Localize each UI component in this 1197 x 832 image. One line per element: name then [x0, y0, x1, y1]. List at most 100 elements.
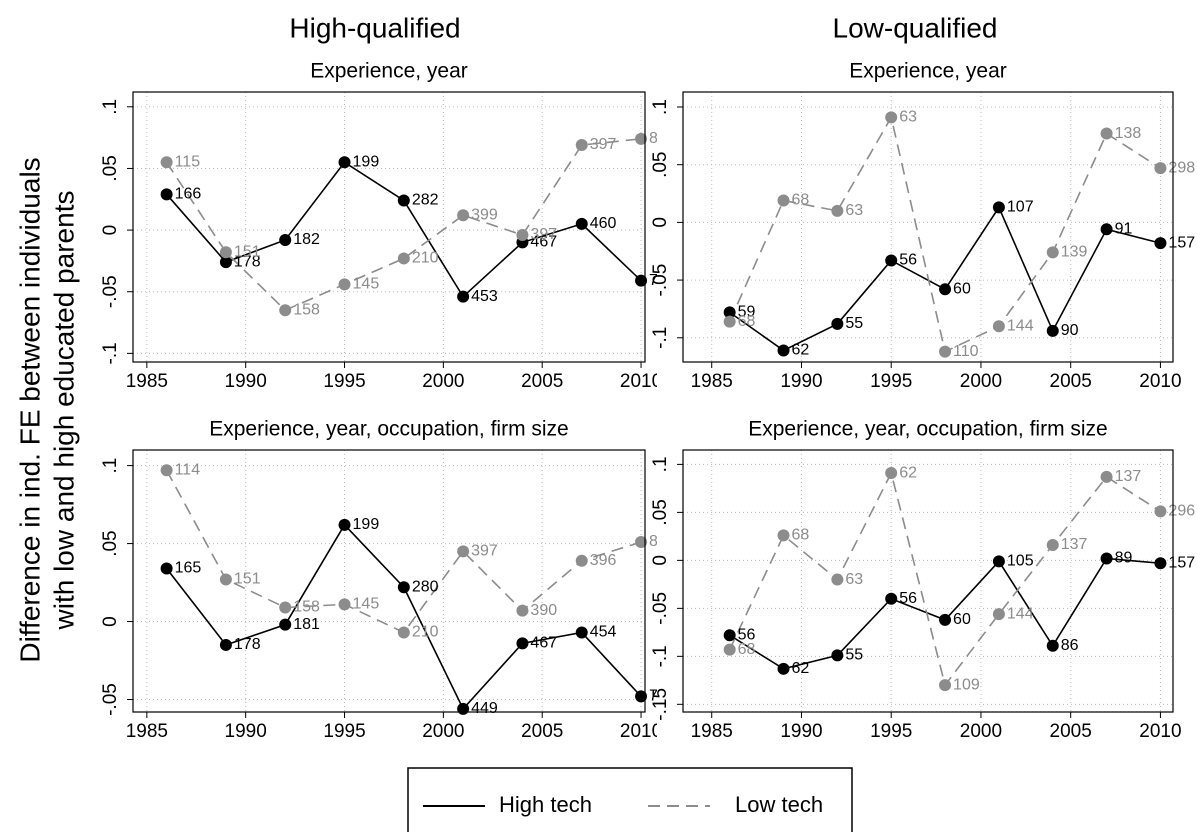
- data-point: [831, 573, 844, 586]
- x-tick-label: 2010: [620, 721, 662, 742]
- data-point: [338, 518, 351, 531]
- point-label: 396: [590, 552, 617, 569]
- panel: Experience, year, occupation, firm size 1…: [650, 418, 1195, 742]
- point-label: 60: [953, 281, 971, 298]
- y-tick-label: -.05: [650, 592, 671, 625]
- data-point: [777, 344, 790, 357]
- point-label: 68: [792, 192, 810, 209]
- point-label: 210: [412, 250, 439, 267]
- data-point: [635, 132, 648, 145]
- plot-frame: [682, 449, 1174, 713]
- data-point: [279, 304, 292, 317]
- y-tick-label: -.05: [100, 275, 121, 308]
- data-point: [939, 345, 952, 358]
- point-label: 7: [649, 688, 658, 705]
- data-point: [1100, 127, 1113, 140]
- point-label: 115: [175, 153, 201, 170]
- x-tick-label: 2000: [422, 371, 464, 392]
- data-point: [831, 649, 844, 662]
- point-label: 178: [234, 636, 261, 653]
- x-tick-label: 2010: [620, 371, 662, 392]
- data-point: [885, 467, 898, 480]
- data-point: [1100, 223, 1113, 236]
- panel-title: Experience, year, occupation, firm size: [748, 418, 1108, 441]
- data-point: [885, 254, 898, 267]
- data-point: [575, 217, 588, 230]
- data-point: [160, 464, 173, 477]
- x-tick-label: 1990: [780, 721, 822, 742]
- x-tick-label: 1995: [323, 371, 365, 392]
- data-point: [723, 315, 736, 328]
- data-point: [1154, 557, 1167, 570]
- data-point: [160, 156, 173, 169]
- y-tick-label: -.1: [650, 327, 671, 349]
- data-point: [397, 581, 410, 594]
- point-label: 397: [471, 543, 498, 560]
- y-tick-label: -.05: [650, 264, 671, 297]
- data-point: [992, 201, 1005, 214]
- point-label: 296: [1168, 503, 1195, 520]
- data-point: [575, 139, 588, 152]
- point-label: 110: [953, 343, 979, 360]
- data-point: [939, 613, 952, 626]
- x-tick-label: 1990: [225, 721, 267, 742]
- point-label: 60: [953, 611, 971, 628]
- data-point: [1046, 539, 1059, 552]
- point-label: 8: [649, 533, 658, 550]
- point-label: 449: [471, 700, 498, 717]
- point-label: 63: [845, 202, 863, 219]
- data-point: [160, 562, 173, 575]
- point-label: 151: [234, 571, 261, 588]
- x-tick-label: 1995: [870, 721, 912, 742]
- point-label: 158: [293, 599, 320, 616]
- data-point: [777, 662, 790, 675]
- panel: Experience, year, occupation, firm size 1…: [100, 418, 662, 742]
- data-point: [939, 679, 952, 692]
- point-label: 145: [353, 276, 380, 293]
- point-label: 165: [175, 560, 202, 577]
- point-label: 59: [738, 304, 756, 321]
- point-label: 7: [649, 272, 658, 289]
- y-tick-label: -.1: [650, 645, 671, 667]
- y-tick-label: -.05: [100, 683, 121, 716]
- legend-label: High tech: [499, 792, 592, 817]
- x-tick-label: 1985: [126, 371, 168, 392]
- legend: High tech Low tech: [423, 792, 823, 817]
- data-point: [831, 317, 844, 330]
- point-label: 151: [234, 243, 261, 260]
- point-label: 454: [590, 624, 617, 641]
- point-label: 105: [1007, 553, 1034, 570]
- plot-frame: [132, 91, 646, 363]
- x-tick-label: 1985: [126, 721, 168, 742]
- point-label: 89: [1115, 550, 1133, 567]
- point-label: 282: [412, 192, 439, 209]
- y-tick-label: .1: [100, 99, 121, 115]
- x-tick-label: 1990: [780, 371, 822, 392]
- data-point: [992, 555, 1005, 568]
- data-point: [279, 233, 292, 246]
- data-point: [723, 629, 736, 642]
- data-point: [516, 604, 529, 617]
- data-point: [219, 246, 232, 259]
- point-label: 138: [1115, 125, 1142, 142]
- data-point: [1154, 237, 1167, 250]
- data-point: [723, 306, 736, 319]
- point-label: 55: [845, 315, 863, 332]
- data-point: [939, 283, 952, 296]
- y-tick-label: -.15: [650, 688, 671, 721]
- x-tick-label: 2000: [422, 721, 464, 742]
- data-point: [338, 278, 351, 291]
- data-point: [723, 643, 736, 656]
- point-label: 90: [1061, 322, 1079, 339]
- data-point: [777, 194, 790, 207]
- column-title: High-qualified: [289, 12, 460, 43]
- data-point: [516, 637, 529, 650]
- legend-box: [407, 767, 853, 832]
- plot-area: [683, 450, 1173, 712]
- data-point: [885, 592, 898, 605]
- data-point: [279, 618, 292, 631]
- point-label: 158: [293, 301, 320, 318]
- point-label: 453: [471, 288, 498, 305]
- data-point: [1154, 505, 1167, 518]
- panel-title: Experience, year: [849, 60, 1007, 83]
